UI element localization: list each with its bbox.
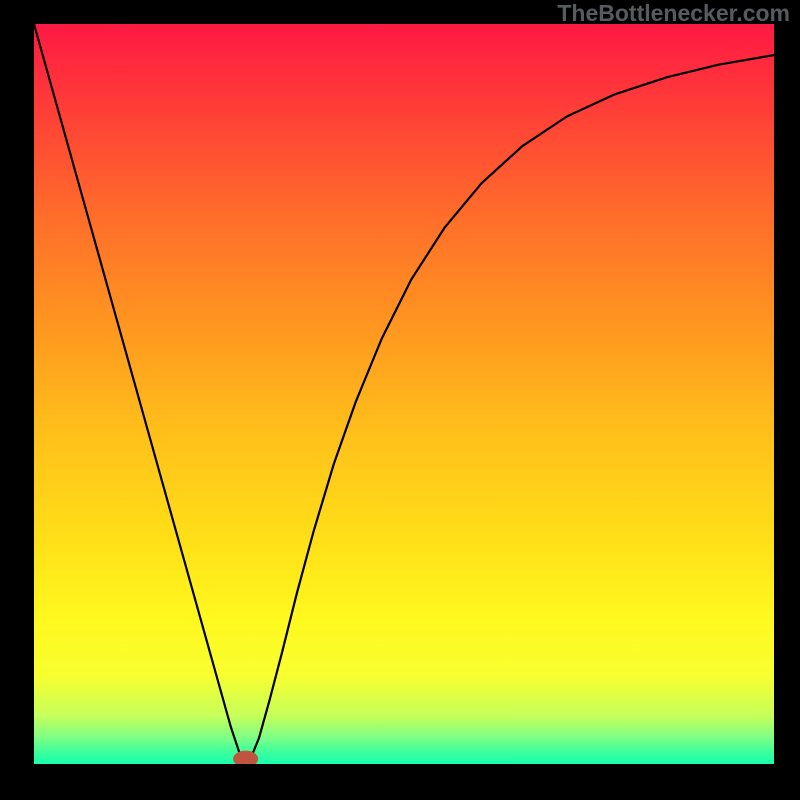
gradient-heatmap-background [34,24,774,764]
chart-svg [34,24,774,764]
chart-frame: TheBottlenecker.com [0,0,800,800]
plot-area [34,24,774,764]
brand-watermark: TheBottlenecker.com [557,0,790,27]
